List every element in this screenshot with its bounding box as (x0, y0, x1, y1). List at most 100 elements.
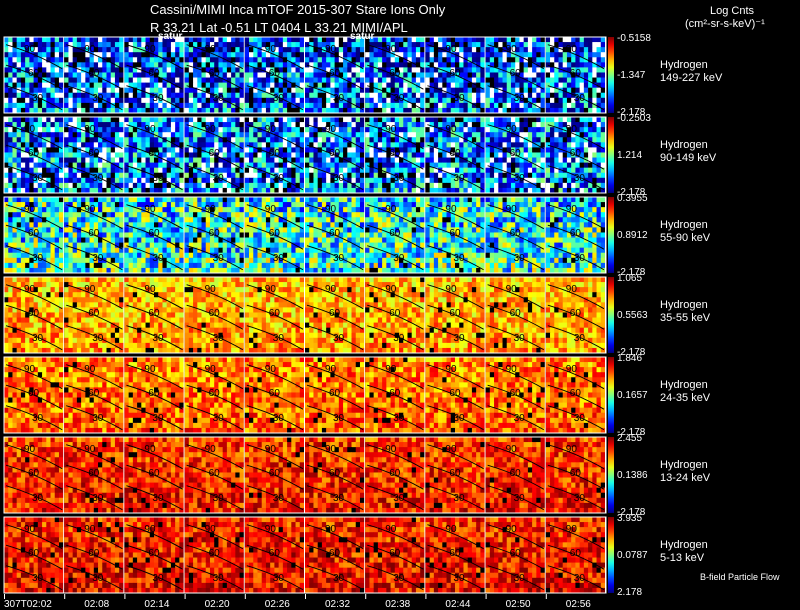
data-cell (171, 57, 176, 62)
data-cell (124, 212, 129, 217)
data-cell (498, 62, 503, 67)
data-cell (197, 152, 202, 157)
data-cell (360, 122, 365, 127)
data-cell (141, 158, 146, 163)
data-cell (64, 183, 69, 188)
data-cell (227, 47, 232, 52)
data-cell (141, 232, 146, 237)
data-cell (352, 67, 357, 72)
data-cell (21, 142, 26, 147)
data-cell (77, 183, 82, 188)
data-cell (249, 168, 254, 173)
data-cell (360, 93, 365, 98)
data-cell (399, 163, 404, 168)
data-cell (597, 168, 602, 173)
data-cell (511, 117, 516, 122)
data-cell (296, 47, 301, 52)
data-cell (21, 258, 26, 263)
data-cell (352, 173, 357, 178)
data-cell (94, 117, 99, 122)
data-cell (185, 98, 190, 103)
data-cell (64, 253, 69, 258)
data-cell (8, 197, 13, 202)
data-cell (141, 178, 146, 183)
data-cell (106, 122, 111, 127)
data-cell (584, 163, 589, 168)
data-cell (133, 93, 138, 98)
data-cell (17, 222, 22, 227)
data-cell (25, 117, 30, 122)
data-cell (430, 93, 435, 98)
data-cell (546, 67, 551, 72)
data-cell (498, 83, 503, 88)
data-cell (546, 127, 551, 132)
data-cell (550, 158, 555, 163)
data-cell (472, 93, 477, 98)
data-cell (601, 117, 606, 122)
data-cell (486, 57, 491, 62)
data-cell (563, 57, 568, 62)
data-cell (175, 42, 180, 47)
data-cell (455, 57, 460, 62)
data-cell (463, 72, 468, 77)
data-cell (374, 72, 379, 77)
data-cell (412, 98, 417, 103)
data-cell (416, 173, 421, 178)
data-cell (25, 62, 30, 67)
data-cell (46, 142, 51, 147)
data-cell (98, 142, 103, 147)
data-cell (322, 163, 327, 168)
data-cell (343, 117, 348, 122)
data-cell (326, 142, 331, 147)
data-cell (378, 137, 383, 142)
data-cell (8, 178, 13, 183)
data-cell (584, 37, 589, 42)
data-cell (463, 47, 468, 52)
data-cell (158, 202, 163, 207)
data-cell (193, 103, 198, 108)
data-cell (490, 57, 495, 62)
data-cell (81, 222, 86, 227)
data-cell (378, 142, 383, 147)
data-cell (498, 152, 503, 157)
data-cell (412, 57, 417, 62)
data-cell (550, 127, 555, 132)
data-cell (124, 168, 129, 173)
data-cell (318, 78, 323, 83)
data-cell (309, 168, 314, 173)
data-cell (580, 142, 585, 147)
data-cell (102, 42, 107, 47)
data-cell (425, 88, 430, 93)
data-cell (571, 117, 576, 122)
data-cell (167, 62, 172, 67)
data-cell (12, 178, 17, 183)
data-cell (81, 93, 86, 98)
data-cell (185, 158, 190, 163)
data-cell (326, 163, 331, 168)
data-cell (25, 57, 30, 62)
data-cell (227, 117, 232, 122)
data-cell (425, 67, 430, 72)
data-cell (124, 253, 129, 258)
data-cell (231, 47, 236, 52)
data-cell (68, 152, 73, 157)
data-cell (536, 47, 541, 52)
data-cell (442, 178, 447, 183)
data-cell (235, 137, 240, 142)
data-cell (262, 37, 267, 42)
data-cell (503, 78, 508, 83)
data-cell (141, 98, 146, 103)
data-cell (29, 37, 34, 42)
data-cell (240, 57, 245, 62)
data-cell (291, 158, 296, 163)
data-cell (472, 122, 477, 127)
data-cell (111, 238, 116, 243)
data-cell (580, 83, 585, 88)
data-cell (365, 57, 370, 62)
data-cell (369, 98, 374, 103)
data-cell (352, 137, 357, 142)
data-cell (249, 158, 254, 163)
data-cell (167, 212, 172, 217)
data-cell (73, 37, 78, 42)
data-cell (29, 222, 34, 227)
